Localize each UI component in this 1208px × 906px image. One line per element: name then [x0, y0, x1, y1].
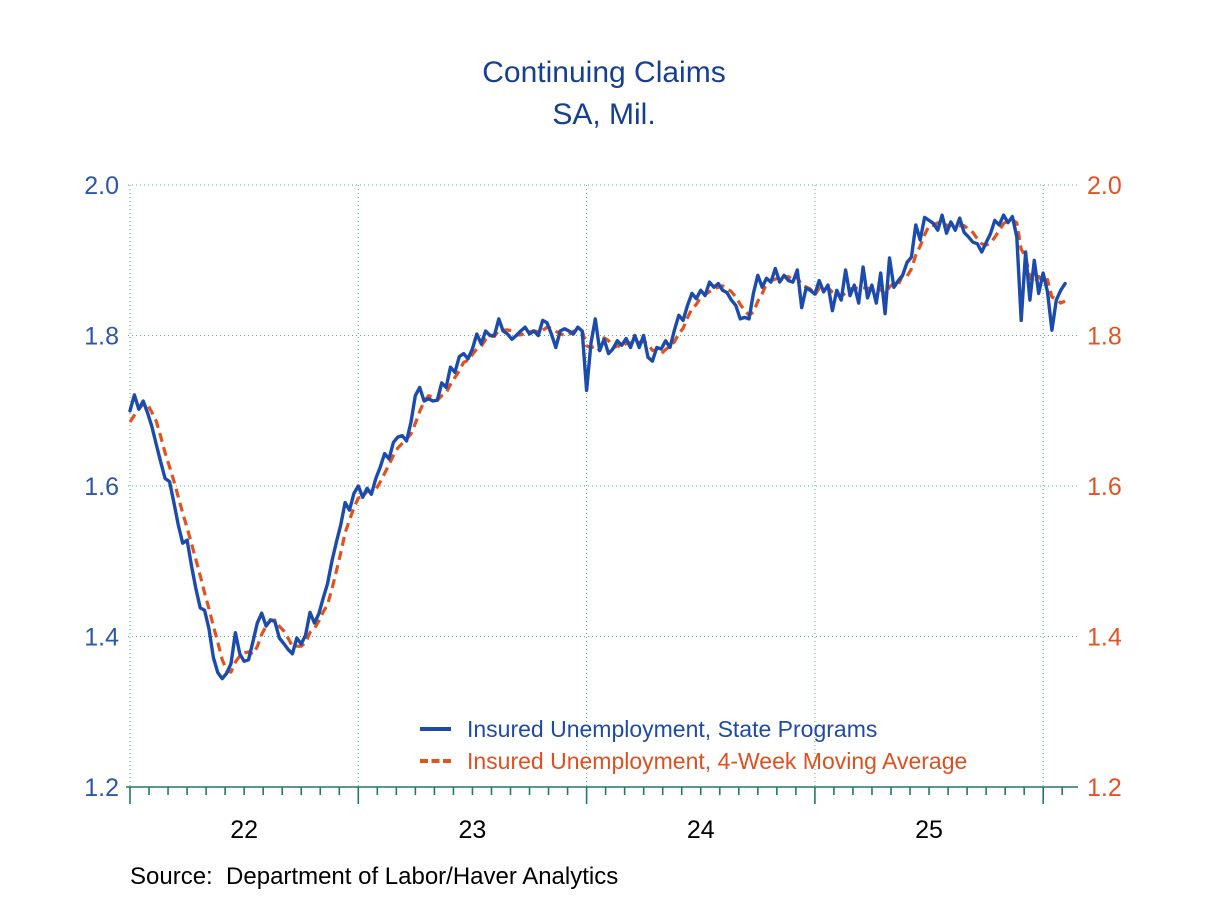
- source-text: Source: Department of Labor/Haver Analyt…: [130, 863, 619, 890]
- dashed-line-sample-icon: [420, 759, 451, 763]
- legend-label-moving-average: Insured Unemployment, 4-Week Moving Aver…: [467, 747, 968, 774]
- y-tick-right-1.4: 1.4: [1087, 624, 1122, 652]
- x-tick-label-23: 23: [459, 816, 487, 844]
- x-tick-label-24: 24: [687, 816, 715, 844]
- y-tick-right-2.0: 2.0: [1087, 172, 1122, 200]
- y-tick-right-1.6: 1.6: [1087, 473, 1122, 501]
- x-tick-label-25: 25: [915, 816, 943, 844]
- solid-line-sample-icon: [420, 727, 451, 731]
- y-tick-left-1.4: 1.4: [84, 624, 119, 652]
- chart-subtitle: SA, Mil.: [552, 98, 656, 131]
- title-block: Continuing Claims SA, Mil.: [0, 52, 1208, 136]
- chart-title: Continuing Claims: [482, 56, 726, 89]
- legend-item-state-programs: Insured Unemployment, State Programs: [420, 713, 967, 745]
- y-tick-left-1.8: 1.8: [84, 323, 119, 351]
- y-tick-right-1.8: 1.8: [1087, 323, 1122, 351]
- y-tick-left-1.6: 1.6: [84, 473, 119, 501]
- y-tick-left-2.0: 2.0: [84, 172, 119, 200]
- y-tick-right-1.2: 1.2: [1087, 774, 1122, 802]
- series-state-programs-line: [128, 213, 1067, 681]
- legend-item-moving-average: Insured Unemployment, 4-Week Moving Aver…: [420, 745, 967, 777]
- legend: Insured Unemployment, State Programs Ins…: [420, 713, 967, 777]
- legend-label-state-programs: Insured Unemployment, State Programs: [467, 715, 878, 742]
- y-tick-left-1.2: 1.2: [84, 774, 119, 802]
- x-tick-label-22: 22: [230, 816, 258, 844]
- series-moving-average-line: [128, 218, 1066, 674]
